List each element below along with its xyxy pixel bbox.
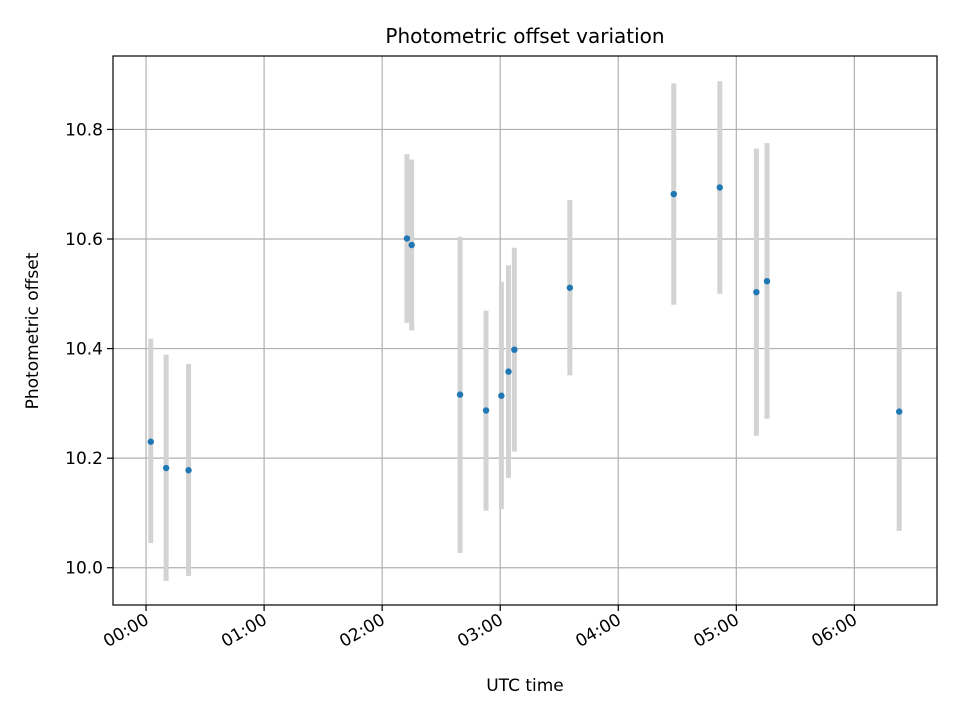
data-point: [566, 284, 574, 291]
y-axis: 10.0 10.2 10.4 10.6 10.8: [65, 120, 113, 579]
data-point: [896, 408, 903, 415]
y-tick-label: 10.4: [65, 340, 103, 360]
data-point: [147, 438, 154, 445]
chart-title: Photometric offset variation: [385, 24, 664, 48]
data-point: [482, 407, 490, 414]
data-points: [147, 184, 903, 474]
y-axis-label: Photometric offset: [23, 252, 43, 409]
plot-frame: [112, 55, 938, 606]
data-point: [505, 368, 512, 375]
data-point: [185, 467, 192, 474]
grid: [113, 56, 937, 605]
data-point: [403, 235, 411, 242]
y-tick-label: 10.2: [65, 449, 103, 469]
data-point: [763, 277, 771, 285]
data-point: [716, 184, 723, 191]
data-point: [670, 190, 677, 198]
data-point: [408, 241, 415, 249]
data-point: [498, 392, 505, 399]
data-point: [456, 391, 464, 398]
x-axis-label: UTC time: [486, 676, 564, 696]
y-tick-label: 10.0: [65, 559, 103, 579]
data-point: [753, 288, 760, 296]
y-tick-label: 10.8: [65, 120, 103, 140]
data-point: [511, 346, 518, 353]
y-tick-label: 10.6: [65, 230, 103, 250]
data-point: [162, 464, 170, 472]
